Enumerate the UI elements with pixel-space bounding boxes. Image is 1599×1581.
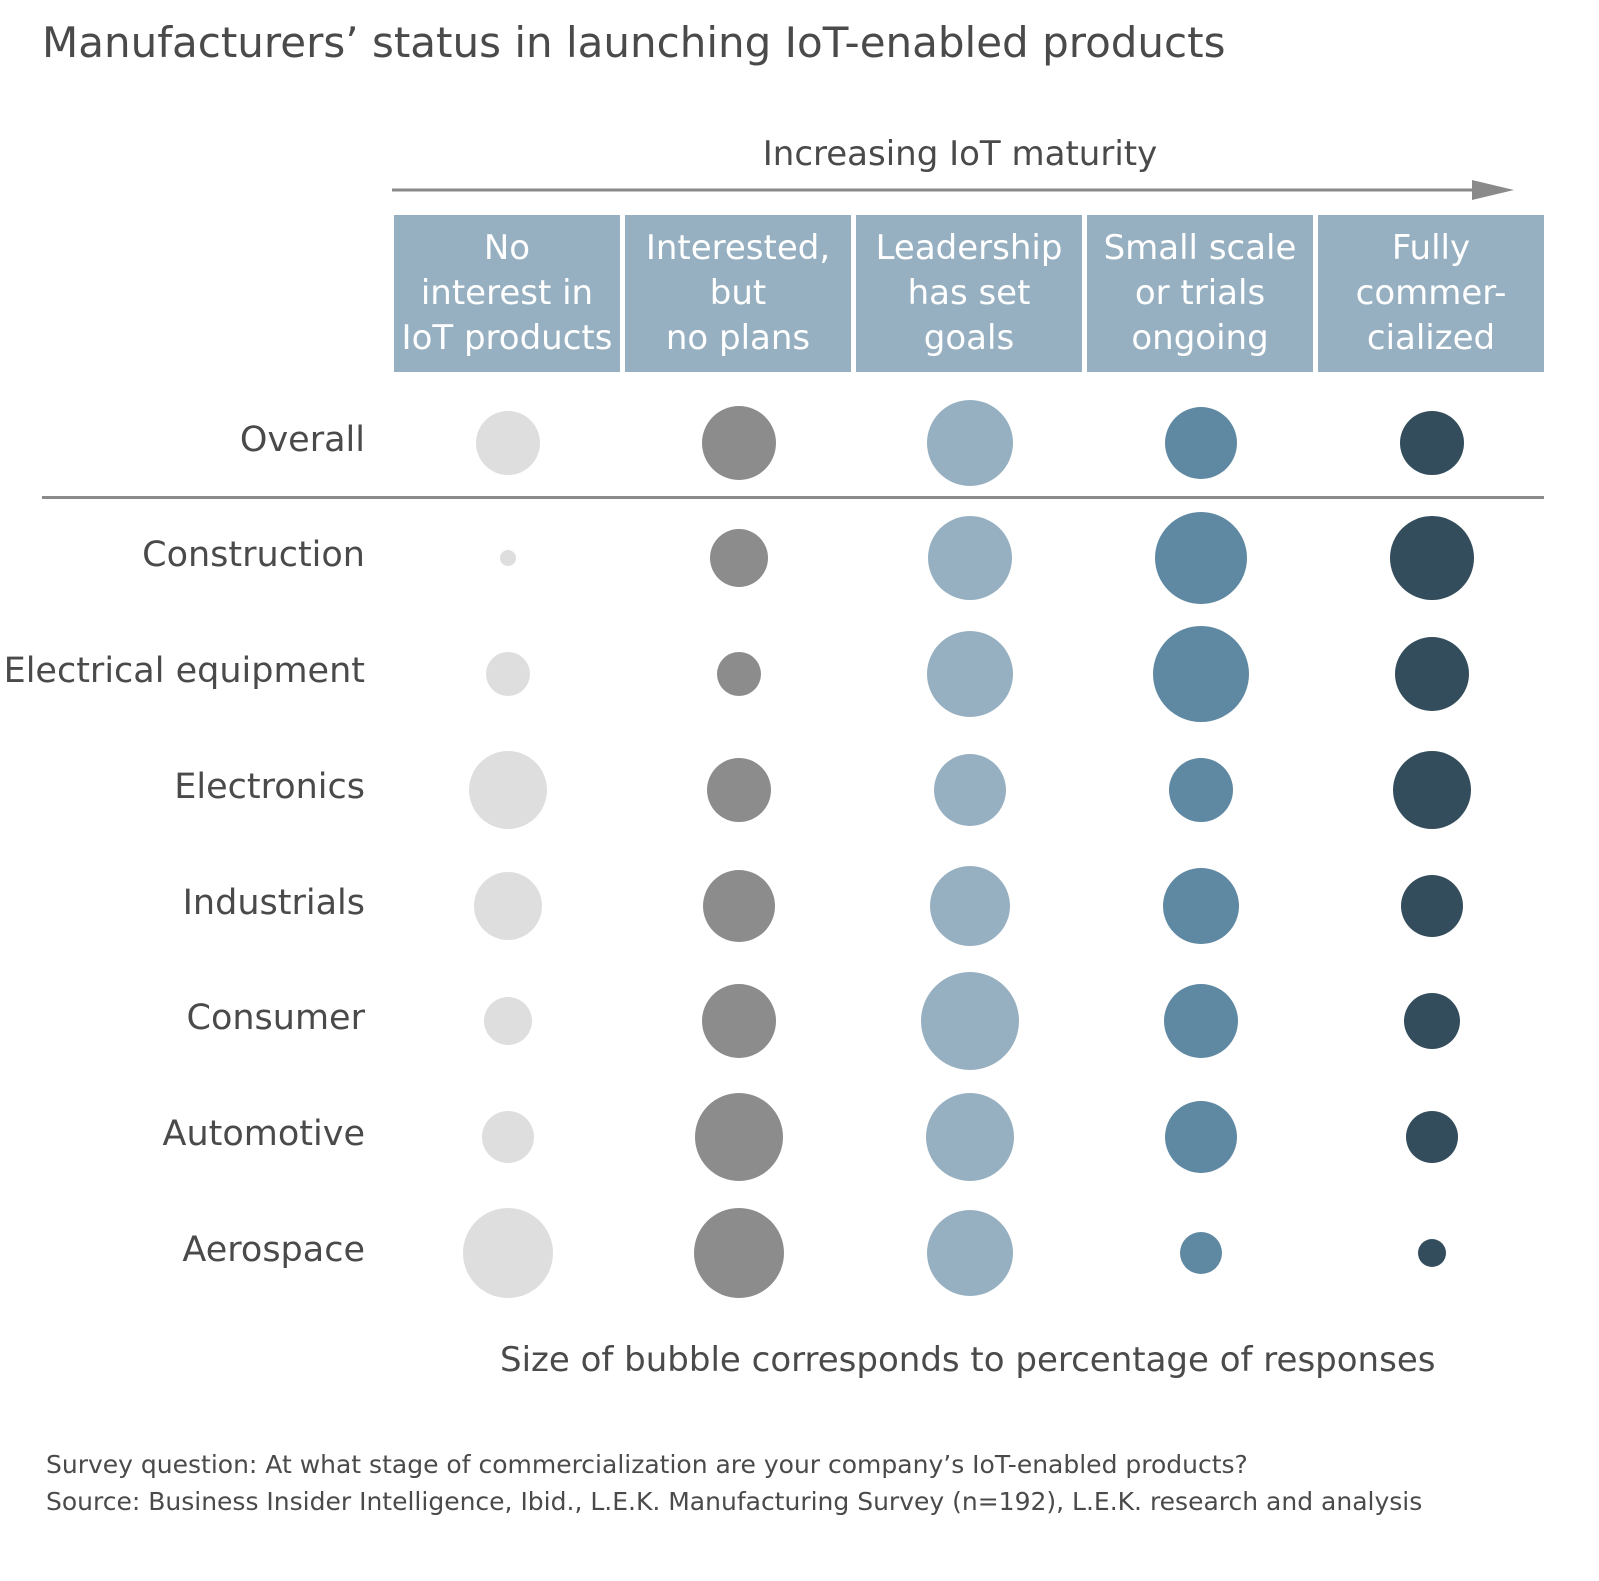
- bubble-automotive-col2: [695, 1093, 783, 1181]
- row-label-consumer: Consumer: [186, 998, 365, 1038]
- maturity-arrow: [392, 180, 1514, 200]
- bubble-overall-col3: [927, 400, 1013, 486]
- bubble-electronics-col3: [934, 754, 1006, 826]
- column-header-label: Small scale or trials ongoing: [1103, 228, 1297, 358]
- bubble-aerospace-col1: [463, 1208, 553, 1298]
- bubble-consumer-col1: [484, 997, 532, 1045]
- overall-divider: [42, 496, 1544, 499]
- bubble-electronics-col1: [469, 751, 547, 829]
- row-label-industrials: Industrials: [182, 883, 365, 923]
- bubble-electrical-equipment-col1: [486, 652, 530, 696]
- column-header-4: Small scale or trials ongoing: [1087, 215, 1313, 372]
- survey-question: Survey question: At what stage of commer…: [46, 1450, 1248, 1479]
- bubble-construction-col5: [1390, 516, 1474, 600]
- column-header-label: Leadership has set goals: [875, 228, 1063, 358]
- column-header-label: Fully commer- cialized: [1355, 228, 1507, 358]
- bubble-industrials-col5: [1401, 875, 1463, 937]
- column-header-label: No interest in IoT products: [401, 228, 613, 358]
- bubble-automotive-col1: [482, 1111, 534, 1163]
- row-label-electronics: Electronics: [174, 767, 365, 807]
- column-header-5: Fully commer- cialized: [1318, 215, 1544, 372]
- bubble-construction-col1: [500, 550, 516, 566]
- bubble-automotive-col5: [1406, 1111, 1458, 1163]
- bubble-consumer-col4: [1164, 984, 1238, 1058]
- bubble-electronics-col2: [707, 758, 771, 822]
- bubble-size-note: Size of bubble corresponds to percentage…: [500, 1340, 1436, 1380]
- bubble-construction-col4: [1155, 512, 1247, 604]
- bubble-aerospace-col2: [694, 1208, 784, 1298]
- bubble-consumer-col2: [702, 984, 776, 1058]
- row-label-aerospace: Aerospace: [182, 1230, 365, 1270]
- bubble-consumer-col3: [921, 972, 1019, 1070]
- bubble-aerospace-col3: [927, 1210, 1013, 1296]
- bubble-overall-col1: [476, 411, 540, 475]
- bubble-construction-col3: [928, 516, 1012, 600]
- row-label-automotive: Automotive: [162, 1114, 365, 1154]
- bubble-industrials-col3: [930, 866, 1010, 946]
- bubble-industrials-col4: [1163, 868, 1239, 944]
- bubble-industrials-col1: [474, 872, 542, 940]
- bubble-industrials-col2: [703, 870, 775, 942]
- maturity-arrowhead: [1472, 180, 1514, 200]
- maturity-axis-caption: Increasing IoT maturity: [762, 134, 1158, 174]
- column-header-label: Interested, but no plans: [645, 228, 831, 358]
- bubble-automotive-col3: [926, 1093, 1014, 1181]
- bubble-electronics-col5: [1393, 751, 1471, 829]
- bubble-consumer-col5: [1404, 993, 1460, 1049]
- bubble-aerospace-col4: [1180, 1232, 1222, 1274]
- chart-title: Manufacturers’ status in launching IoT-e…: [42, 18, 1226, 67]
- bubble-electronics-col4: [1169, 758, 1233, 822]
- row-label-electrical-equipment: Electrical equipment: [3, 651, 365, 691]
- bubble-electrical-equipment-col3: [927, 631, 1013, 717]
- row-label-overall: Overall: [239, 420, 365, 460]
- bubble-overall-col5: [1400, 411, 1464, 475]
- row-label-construction: Construction: [142, 535, 365, 575]
- column-header-1: No interest in IoT products: [394, 215, 620, 372]
- bubble-aerospace-col5: [1418, 1239, 1446, 1267]
- column-header-2: Interested, but no plans: [625, 215, 851, 372]
- bubble-electrical-equipment-col2: [717, 652, 761, 696]
- source-note: Source: Business Insider Intelligence, I…: [46, 1487, 1423, 1516]
- column-header-3: Leadership has set goals: [856, 215, 1082, 372]
- bubble-electrical-equipment-col4: [1153, 626, 1249, 722]
- bubble-electrical-equipment-col5: [1395, 637, 1469, 711]
- bubble-overall-col2: [702, 406, 776, 480]
- bubble-construction-col2: [710, 529, 768, 587]
- bubble-overall-col4: [1165, 407, 1237, 479]
- bubble-automotive-col4: [1165, 1101, 1237, 1173]
